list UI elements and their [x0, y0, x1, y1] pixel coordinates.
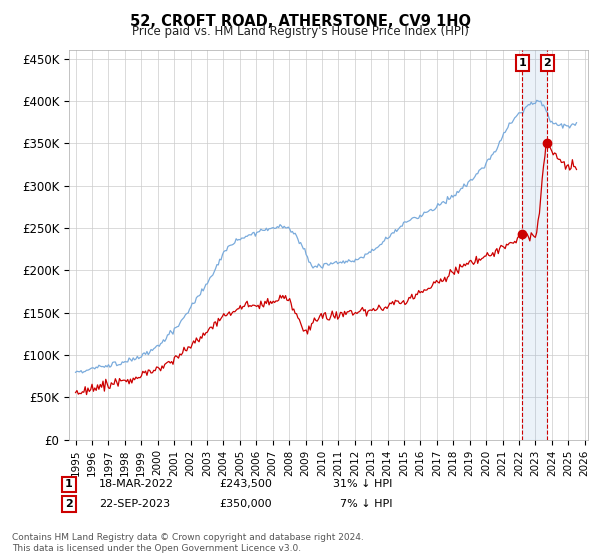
Text: Price paid vs. HM Land Registry's House Price Index (HPI): Price paid vs. HM Land Registry's House … [131, 25, 469, 38]
Text: 31% ↓ HPI: 31% ↓ HPI [333, 479, 392, 489]
Text: £350,000: £350,000 [219, 499, 272, 509]
Text: Contains HM Land Registry data © Crown copyright and database right 2024.
This d: Contains HM Land Registry data © Crown c… [12, 533, 364, 553]
Text: 2: 2 [65, 499, 73, 509]
Text: 2: 2 [544, 58, 551, 68]
Text: 7% ↓ HPI: 7% ↓ HPI [333, 499, 392, 509]
Bar [523, 50, 547, 440]
Text: £243,500: £243,500 [219, 479, 272, 489]
Text: 22-SEP-2023: 22-SEP-2023 [99, 499, 170, 509]
Text: 18-MAR-2022: 18-MAR-2022 [99, 479, 174, 489]
Text: 1: 1 [518, 58, 526, 68]
Text: 52, CROFT ROAD, ATHERSTONE, CV9 1HQ: 52, CROFT ROAD, ATHERSTONE, CV9 1HQ [130, 14, 470, 29]
Text: 1: 1 [65, 479, 73, 489]
